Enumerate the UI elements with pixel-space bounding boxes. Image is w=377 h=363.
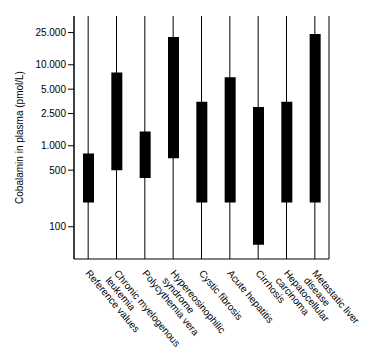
svg-text:Reference values: Reference values — [84, 268, 142, 335]
svg-text:Polycythemia vera: Polycythemia vera — [140, 268, 201, 338]
svg-text:1.000: 1.000 — [41, 140, 66, 151]
svg-text:100: 100 — [49, 221, 66, 232]
svg-text:Metastatic liverdisease: Metastatic liverdisease — [302, 268, 362, 334]
svg-text:10.000: 10.000 — [35, 59, 66, 70]
svg-text:2.500: 2.500 — [41, 108, 66, 119]
svg-text:5.000: 5.000 — [41, 84, 66, 95]
svg-text:Cobalamin in plasma (pmol/L): Cobalamin in plasma (pmol/L) — [14, 71, 25, 204]
svg-text:Hypereosinophilicsyndrome: Hypereosinophilicsyndrome — [160, 268, 228, 343]
svg-text:500: 500 — [49, 165, 66, 176]
svg-text:25.000: 25.000 — [35, 27, 66, 38]
